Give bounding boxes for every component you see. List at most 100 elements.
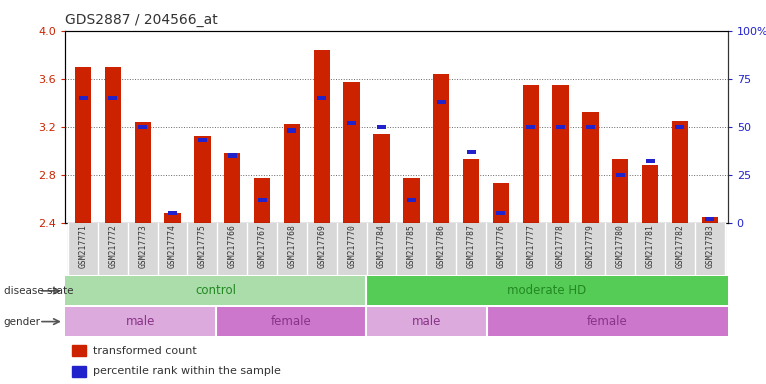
- Text: GSM217766: GSM217766: [228, 224, 237, 268]
- Bar: [228, 154, 237, 157]
- Bar: [702, 217, 718, 223]
- Bar: [78, 96, 87, 100]
- Bar: [65, 307, 216, 336]
- Bar: [545, 223, 575, 275]
- Bar: [98, 223, 128, 275]
- Text: GSM217784: GSM217784: [377, 224, 386, 268]
- Bar: [105, 67, 121, 223]
- Bar: [366, 276, 728, 305]
- Text: GSM217783: GSM217783: [705, 224, 714, 268]
- Bar: [466, 150, 476, 154]
- Bar: [582, 113, 598, 223]
- Bar: [337, 223, 367, 275]
- Bar: [496, 211, 506, 215]
- Bar: [705, 217, 715, 221]
- Text: GSM217771: GSM217771: [79, 224, 87, 268]
- Bar: [138, 125, 147, 129]
- Bar: [168, 211, 177, 215]
- Bar: [198, 138, 207, 142]
- Text: GSM217775: GSM217775: [198, 224, 207, 268]
- Text: GSM217777: GSM217777: [526, 224, 535, 268]
- Bar: [552, 85, 569, 223]
- Bar: [486, 223, 516, 275]
- Bar: [426, 223, 456, 275]
- Bar: [407, 198, 416, 202]
- Text: GSM217778: GSM217778: [556, 224, 565, 268]
- Text: disease state: disease state: [4, 286, 74, 296]
- Bar: [135, 122, 151, 223]
- Bar: [456, 223, 486, 275]
- Bar: [403, 178, 420, 223]
- Bar: [313, 50, 330, 223]
- Text: GSM217785: GSM217785: [407, 224, 416, 268]
- Bar: [665, 223, 695, 275]
- Text: GSM217776: GSM217776: [496, 224, 506, 268]
- Bar: [575, 223, 605, 275]
- Text: female: female: [587, 315, 627, 328]
- Bar: [586, 125, 595, 129]
- Bar: [75, 67, 91, 223]
- Text: gender: gender: [4, 316, 41, 327]
- Bar: [257, 198, 267, 202]
- Bar: [522, 85, 539, 223]
- Text: GSM217772: GSM217772: [108, 224, 117, 268]
- Bar: [605, 223, 635, 275]
- Bar: [366, 307, 486, 336]
- Bar: [556, 125, 565, 129]
- Bar: [216, 307, 366, 336]
- Bar: [437, 100, 446, 104]
- Text: transformed count: transformed count: [93, 346, 197, 356]
- Text: GSM217768: GSM217768: [287, 224, 296, 268]
- Bar: [516, 223, 545, 275]
- Bar: [347, 121, 356, 125]
- Bar: [195, 136, 211, 223]
- Text: GSM217779: GSM217779: [586, 224, 595, 268]
- Bar: [612, 159, 628, 223]
- Bar: [287, 129, 296, 132]
- Text: GSM217782: GSM217782: [676, 224, 685, 268]
- Bar: [377, 125, 386, 129]
- Bar: [283, 124, 300, 223]
- Text: GSM217780: GSM217780: [616, 224, 625, 268]
- Text: GSM217773: GSM217773: [138, 224, 147, 268]
- Bar: [165, 213, 181, 223]
- Bar: [108, 96, 117, 100]
- Bar: [72, 345, 87, 356]
- Text: GSM217767: GSM217767: [257, 224, 267, 268]
- Bar: [493, 183, 509, 223]
- Bar: [247, 223, 277, 275]
- Text: GSM217769: GSM217769: [317, 224, 326, 268]
- Bar: [307, 223, 337, 275]
- Bar: [218, 223, 247, 275]
- Bar: [72, 366, 87, 377]
- Bar: [396, 223, 426, 275]
- Text: moderate HD: moderate HD: [507, 285, 587, 297]
- Text: GSM217774: GSM217774: [168, 224, 177, 268]
- Bar: [433, 74, 450, 223]
- Bar: [254, 178, 270, 223]
- Text: percentile rank within the sample: percentile rank within the sample: [93, 366, 281, 376]
- Bar: [676, 125, 685, 129]
- Bar: [646, 159, 655, 163]
- Bar: [486, 307, 728, 336]
- Text: male: male: [126, 315, 155, 328]
- Bar: [158, 223, 188, 275]
- Text: GSM217770: GSM217770: [347, 224, 356, 268]
- Bar: [367, 223, 396, 275]
- Bar: [188, 223, 218, 275]
- Text: GSM217786: GSM217786: [437, 224, 446, 268]
- Text: male: male: [412, 315, 441, 328]
- Bar: [317, 96, 326, 100]
- Bar: [616, 173, 625, 177]
- Bar: [68, 223, 98, 275]
- Bar: [635, 223, 665, 275]
- Bar: [343, 82, 360, 223]
- Text: female: female: [270, 315, 311, 328]
- Bar: [672, 121, 688, 223]
- Bar: [373, 134, 390, 223]
- Bar: [526, 125, 535, 129]
- Bar: [224, 153, 241, 223]
- Text: GSM217787: GSM217787: [466, 224, 476, 268]
- Text: GDS2887 / 204566_at: GDS2887 / 204566_at: [65, 13, 218, 27]
- Bar: [642, 165, 658, 223]
